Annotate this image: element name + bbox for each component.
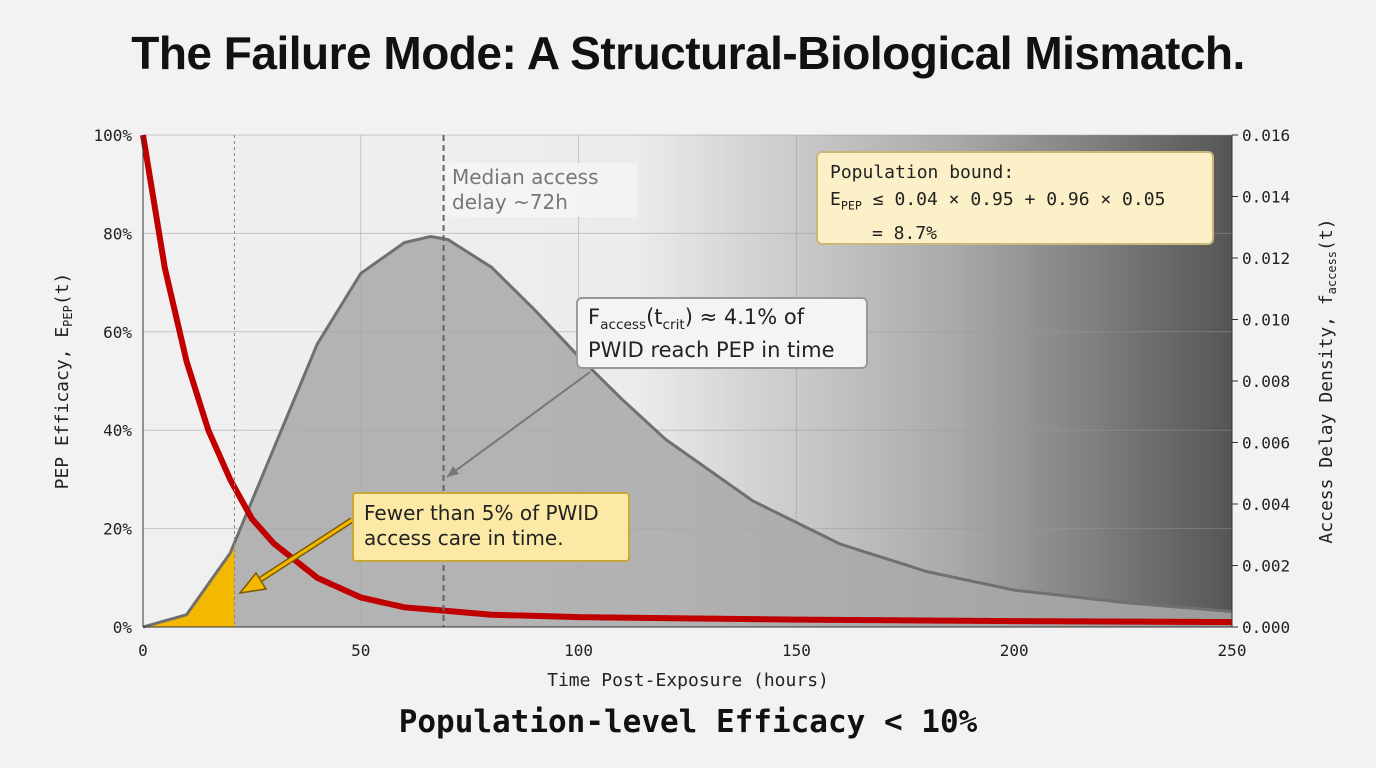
page-title: The Failure Mode: A Structural-Biologica… <box>131 27 1245 79</box>
density-curve <box>142 234 1233 629</box>
bound-title: Population bound: <box>830 162 1015 183</box>
y2-tick-label: 0.010 <box>1242 311 1290 330</box>
footer-conclusion: Population-level Efficacy < 10% <box>398 704 978 740</box>
y2-axis-label: Access Delay Density, faccess(t) <box>1316 218 1339 543</box>
y2-tick-label: 0.016 <box>1242 126 1290 145</box>
y2-tick-label: 0.012 <box>1242 249 1290 268</box>
x-tick-label: 250 <box>1218 641 1247 660</box>
x-tick-label: 50 <box>351 641 370 660</box>
y-tick-label: 40% <box>103 421 132 440</box>
y-tick-label: 0% <box>113 618 133 637</box>
y2-tick-label: 0.000 <box>1242 618 1290 637</box>
y2-tick-label: 0.004 <box>1242 495 1290 514</box>
x-tick-label: 0 <box>138 641 148 660</box>
fewer-annotation: Fewer than 5% of PWID access care in tim… <box>352 492 630 562</box>
y2-tick-label: 0.008 <box>1242 372 1290 391</box>
bound-result: = 8.7% <box>872 222 938 244</box>
faccess-annotation: Faccess(tcrit) ≈ 4.1% of PWID reach PEP … <box>576 297 868 369</box>
faccess-arrowhead <box>447 466 459 477</box>
y-tick-label: 100% <box>93 126 132 145</box>
y2-tick-label: 0.014 <box>1242 188 1290 207</box>
median-annotation: Median access delay ~72h <box>446 163 638 217</box>
y2-tick-label: 0.006 <box>1242 434 1290 453</box>
population-bound-box: Population bound: EPEP ≤ 0.04 × 0.95 + 0… <box>816 151 1214 245</box>
y-axis-label: PEP Efficacy, EPEP(t) <box>52 273 75 490</box>
y-tick-label: 20% <box>103 520 132 539</box>
y2-tick-label: 0.002 <box>1242 557 1290 576</box>
x-tick-label: 200 <box>1000 641 1029 660</box>
y-tick-label: 80% <box>103 224 132 243</box>
x-tick-label: 100 <box>564 641 593 660</box>
fewer-arrow-inner <box>251 518 353 587</box>
bound-formula: EPEP ≤ 0.04 × 0.95 + 0.96 × 0.05 <box>830 189 1166 213</box>
in-time-area <box>143 542 235 627</box>
y-tick-label: 60% <box>103 323 132 342</box>
faccess-arrow <box>446 371 591 478</box>
x-tick-label: 150 <box>782 641 811 660</box>
efficacy-curve <box>140 134 1233 626</box>
fewer-arrowhead <box>238 571 268 595</box>
x-axis-label: Time Post-Exposure (hours) <box>547 670 829 691</box>
